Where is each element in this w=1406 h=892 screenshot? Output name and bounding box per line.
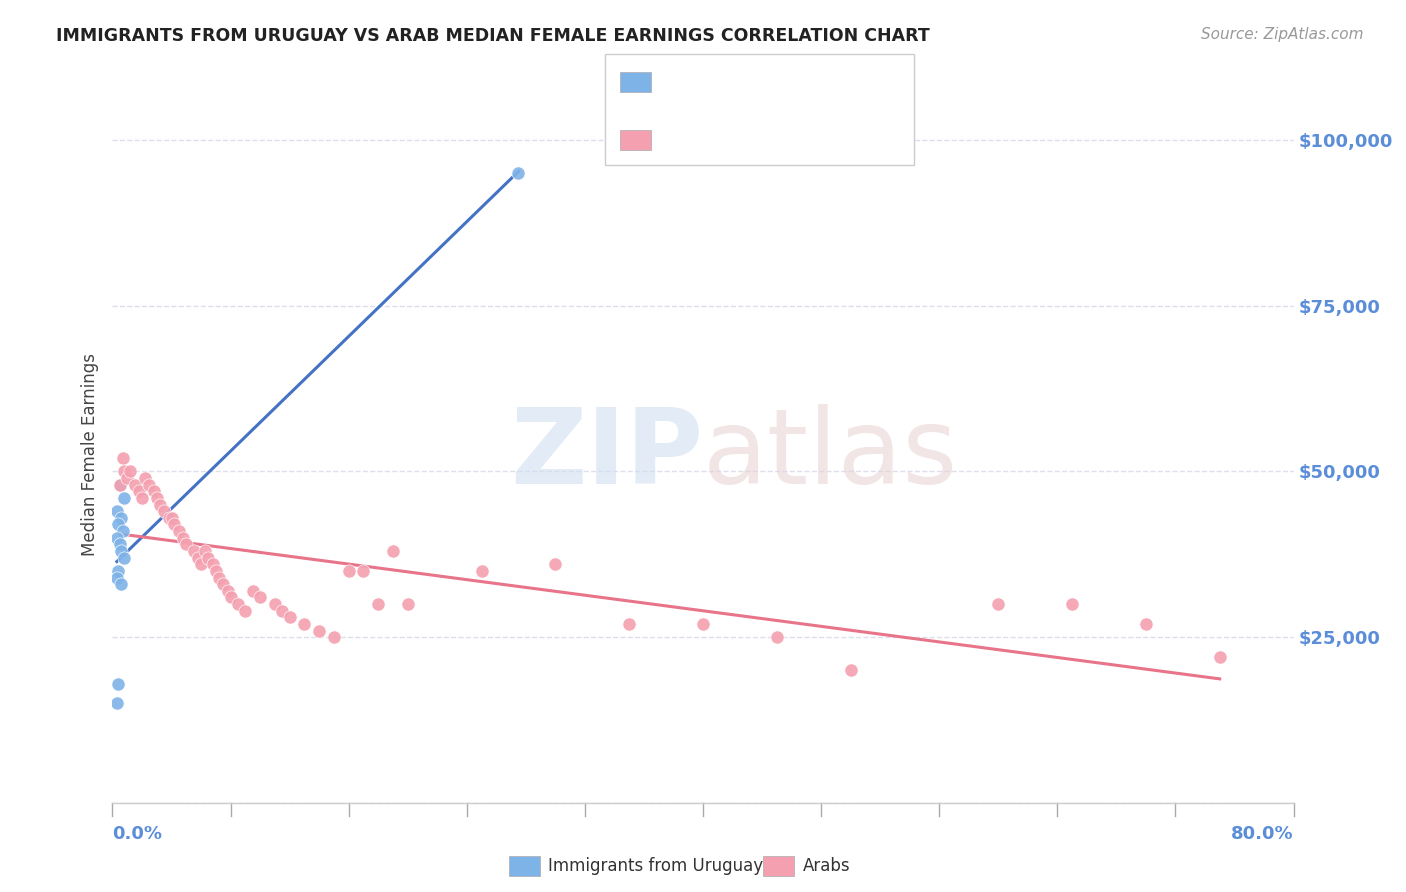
Point: [107, 676, 129, 690]
Point: [308, 624, 330, 638]
Text: atlas: atlas: [703, 404, 959, 506]
Point: [174, 537, 197, 551]
Point: [217, 583, 239, 598]
Point: [142, 484, 165, 499]
Point: [692, 616, 714, 631]
Point: [226, 597, 249, 611]
Point: [107, 517, 129, 532]
Point: [249, 591, 271, 605]
Point: [124, 477, 146, 491]
Point: [107, 564, 129, 578]
Point: [1208, 650, 1232, 665]
Text: 0.764: 0.764: [700, 73, 752, 91]
Text: IMMIGRANTS FROM URUGUAY VS ARAB MEDIAN FEMALE EARNINGS CORRELATION CHART: IMMIGRANTS FROM URUGUAY VS ARAB MEDIAN F…: [56, 27, 929, 45]
Point: [138, 477, 160, 491]
Point: [205, 564, 228, 578]
Point: [187, 550, 209, 565]
Point: [839, 663, 862, 677]
Point: [110, 577, 132, 591]
Text: Immigrants from Uruguay: Immigrants from Uruguay: [548, 857, 763, 875]
Point: [194, 544, 217, 558]
Point: [172, 531, 194, 545]
Text: ZIP: ZIP: [510, 404, 703, 506]
Point: [108, 537, 131, 551]
Point: [112, 550, 135, 565]
Point: [105, 697, 128, 711]
Point: [382, 544, 405, 558]
Point: [337, 564, 360, 578]
Point: [987, 597, 1010, 611]
Point: [110, 544, 132, 558]
Point: [112, 491, 135, 505]
Y-axis label: Median Female Earnings: Median Female Earnings: [80, 353, 98, 557]
Point: [278, 610, 301, 624]
Point: [766, 630, 789, 644]
Point: [157, 511, 180, 525]
Point: [105, 504, 128, 518]
Text: 80.0%: 80.0%: [1230, 825, 1294, 843]
Point: [233, 604, 256, 618]
Point: [264, 597, 287, 611]
Point: [190, 558, 212, 572]
Point: [208, 570, 231, 584]
Point: [183, 544, 205, 558]
Point: [160, 511, 183, 525]
Text: R =: R =: [658, 73, 695, 91]
Point: [271, 604, 294, 618]
Text: 0.0%: 0.0%: [112, 825, 163, 843]
Point: [167, 524, 190, 538]
Point: [201, 558, 224, 572]
Point: [146, 491, 169, 505]
Point: [367, 597, 389, 611]
Point: [219, 591, 242, 605]
Point: [1135, 616, 1157, 631]
Point: [128, 484, 150, 499]
Point: [242, 583, 264, 598]
Text: N = 16: N = 16: [773, 73, 835, 91]
Point: [619, 616, 641, 631]
Text: N = 56: N = 56: [773, 131, 835, 149]
Point: [111, 451, 134, 466]
Point: [212, 577, 235, 591]
Point: [153, 504, 176, 518]
Point: [197, 550, 219, 565]
Point: [149, 498, 172, 512]
Point: [105, 531, 128, 545]
Point: [120, 465, 142, 479]
Point: [110, 511, 132, 525]
Point: [292, 616, 315, 631]
Point: [131, 491, 153, 505]
Point: [134, 471, 156, 485]
Point: [352, 564, 374, 578]
Text: -0.551: -0.551: [700, 131, 759, 149]
Point: [470, 564, 494, 578]
Point: [117, 471, 138, 485]
Point: [544, 558, 567, 572]
Text: R =: R =: [658, 131, 695, 149]
Text: Source: ZipAtlas.com: Source: ZipAtlas.com: [1201, 27, 1364, 42]
Point: [323, 630, 346, 644]
Point: [508, 166, 530, 180]
Text: Arabs: Arabs: [803, 857, 851, 875]
Point: [108, 477, 131, 491]
Point: [111, 524, 134, 538]
Point: [163, 517, 186, 532]
Point: [108, 477, 131, 491]
Point: [396, 597, 419, 611]
Point: [112, 465, 135, 479]
Point: [105, 570, 128, 584]
Point: [1062, 597, 1084, 611]
